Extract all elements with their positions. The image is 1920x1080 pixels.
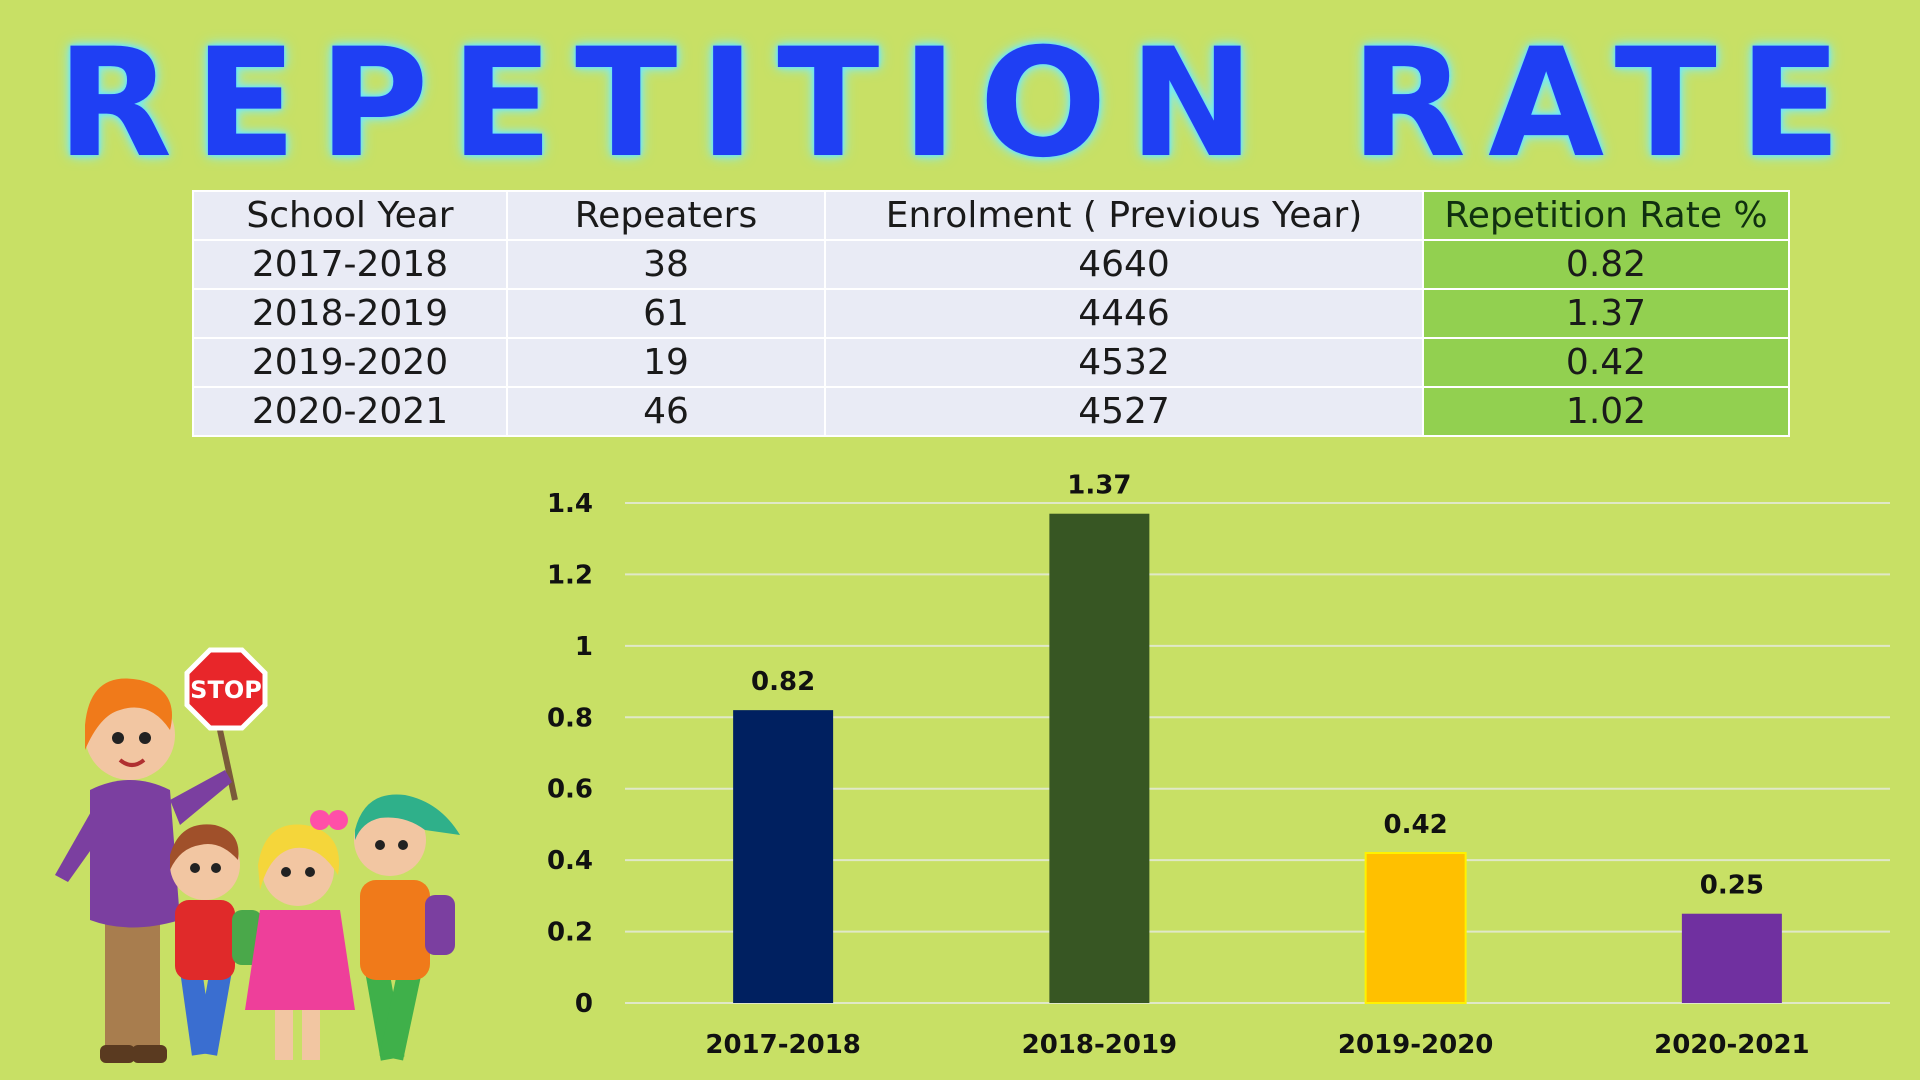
table-row: 2019-2020 19 4532 0.42 <box>192 337 1790 388</box>
y-tick-label: 1.2 <box>547 560 593 590</box>
cell-repetition-rate: 0.42 <box>1422 337 1790 388</box>
header-school-year: School Year <box>192 190 508 241</box>
repetition-rate-chart: 0 0.2 0.4 0.6 0.8 1 1.2 1.4 0.82 2017-2018 1.37 201… <box>547 471 1890 1060</box>
cell-enrolment: 4446 <box>824 288 1424 339</box>
cell-school-year: 2020-2021 <box>192 386 508 437</box>
cell-school-year: 2018-2019 <box>192 288 508 339</box>
cell-enrolment: 4640 <box>824 239 1424 290</box>
cell-repeaters: 19 <box>506 337 826 388</box>
cell-repetition-rate: 0.82 <box>1422 239 1790 290</box>
child-figure <box>170 824 262 1056</box>
table-row: 2020-2021 46 4527 1.02 <box>192 386 1790 437</box>
cell-repetition-rate: 1.02 <box>1422 386 1790 437</box>
stop-sign-text: STOP <box>190 676 262 704</box>
cell-repeaters: 46 <box>506 386 826 437</box>
adult-figure <box>55 678 232 1063</box>
child-figure <box>354 794 460 1061</box>
bar <box>1681 913 1782 1003</box>
y-tick-label: 0 <box>575 989 593 1019</box>
y-tick-label: 1.4 <box>547 489 593 519</box>
table-row: 2017-2018 38 4640 0.82 <box>192 239 1790 290</box>
x-tick-label: 2019-2020 <box>1338 1030 1494 1060</box>
header-repetition-rate: Repetition Rate % <box>1422 190 1790 241</box>
cell-enrolment: 4532 <box>824 337 1424 388</box>
data-label: 0.25 <box>1700 871 1764 901</box>
table-row: 2018-2019 61 4446 1.37 <box>192 288 1790 339</box>
data-label: 1.37 <box>1067 471 1131 501</box>
header-repeaters: Repeaters <box>506 190 826 241</box>
x-tick-label: 2020-2021 <box>1654 1030 1810 1060</box>
cell-school-year: 2017-2018 <box>192 239 508 290</box>
y-tick-label: 0.8 <box>547 703 593 733</box>
data-label: 0.82 <box>751 667 815 697</box>
bar <box>733 710 834 1003</box>
cell-school-year: 2019-2020 <box>192 337 508 388</box>
x-tick-label: 2017-2018 <box>705 1030 861 1060</box>
child-figure <box>245 810 355 1060</box>
page-title: REPETITION RATE <box>56 17 1864 191</box>
y-tick-label: 0.4 <box>547 846 593 876</box>
repetition-table: School Year Repeaters Enrolment ( Previo… <box>192 190 1790 437</box>
cell-enrolment: 4527 <box>824 386 1424 437</box>
y-tick-label: 0.6 <box>547 775 593 805</box>
bar <box>1364 852 1467 1004</box>
cell-repetition-rate: 1.37 <box>1422 288 1790 339</box>
bar <box>1049 513 1150 1003</box>
crossing-guard-illustration: STOP <box>55 647 460 1063</box>
cell-repeaters: 61 <box>506 288 826 339</box>
y-tick-label: 1 <box>575 632 593 662</box>
data-label: 0.42 <box>1384 810 1448 840</box>
y-tick-label: 0.2 <box>547 918 593 948</box>
table-header-row: School Year Repeaters Enrolment ( Previo… <box>192 190 1790 241</box>
cell-repeaters: 38 <box>506 239 826 290</box>
stop-sign-icon: STOP <box>184 647 268 801</box>
header-enrolment: Enrolment ( Previous Year) <box>824 190 1424 241</box>
x-tick-label: 2018-2019 <box>1022 1030 1178 1060</box>
